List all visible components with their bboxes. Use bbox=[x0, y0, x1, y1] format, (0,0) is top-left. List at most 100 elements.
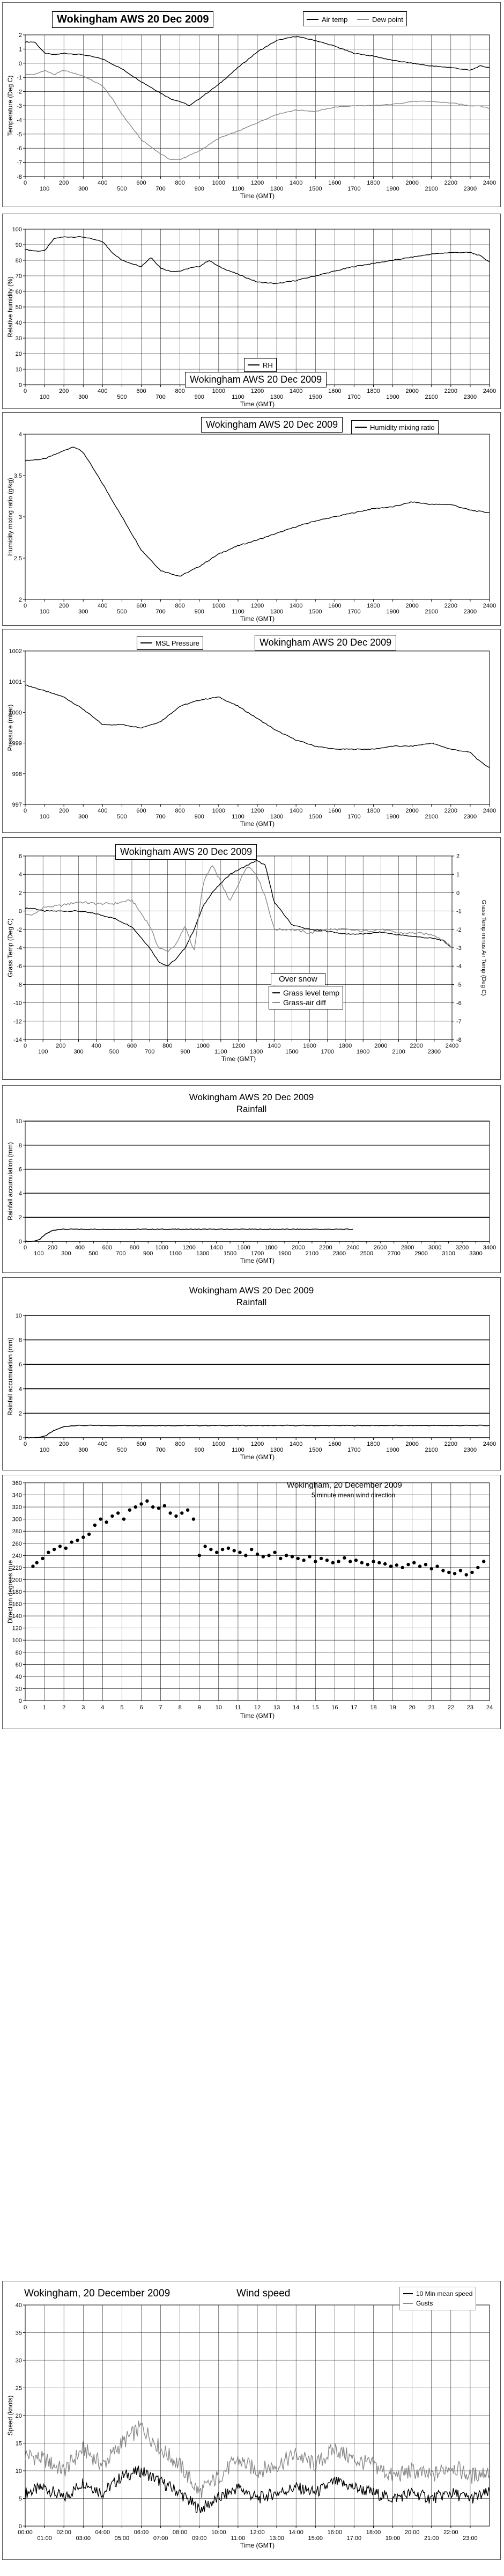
y-right-axis-label: Grass Temp minus Air Temp (Deg C) bbox=[480, 900, 487, 996]
data-point bbox=[110, 1514, 114, 1518]
x-tick-label: 800 bbox=[175, 808, 184, 814]
x-tick-label: 6 bbox=[139, 1704, 143, 1711]
x-tick-label: 2300 bbox=[464, 186, 477, 192]
x-tick-label: 600 bbox=[102, 1245, 112, 1251]
x-axis-label: Time (GMT) bbox=[240, 1453, 275, 1461]
x-tick-label: 1800 bbox=[264, 1245, 277, 1251]
data-point bbox=[279, 1556, 283, 1561]
legend-swatch-mean-speed bbox=[403, 2293, 413, 2294]
rainfall-chart-panel-1: 10 8 6 4 2 0 0 200 400 600 800 1000 1200 1400 1600 1800… bbox=[2, 1085, 501, 1273]
legend-label-mean-speed: 10 Min mean speed bbox=[416, 2290, 473, 2297]
y-right-tick-label: -3 bbox=[456, 945, 462, 952]
y-tick-label: 40 bbox=[16, 1674, 22, 1680]
y-tick-label: 320 bbox=[12, 1504, 22, 1511]
data-point bbox=[220, 1547, 225, 1552]
x-tick-label: 1900 bbox=[386, 1447, 399, 1453]
x-tick-label: 2200 bbox=[444, 603, 457, 609]
x-tick-label: 100 bbox=[40, 186, 49, 192]
y-right-tick-label: -4 bbox=[456, 963, 462, 970]
x-tick-label: 1000 bbox=[212, 1441, 225, 1447]
x-tick-label: 700 bbox=[155, 1447, 165, 1453]
x-tick-label: 1400 bbox=[290, 1441, 302, 1447]
y-right-tick-label: -5 bbox=[456, 982, 462, 988]
data-point bbox=[41, 1556, 45, 1561]
x-tick-label: 400 bbox=[98, 180, 107, 186]
y-tick-label: 1001 bbox=[9, 679, 22, 685]
x-tick-label: 800 bbox=[175, 180, 184, 186]
data-point bbox=[249, 1547, 254, 1552]
data-point bbox=[453, 1571, 457, 1576]
data-point bbox=[52, 1547, 56, 1552]
x-tick-label: 13:00 bbox=[269, 2535, 284, 2542]
x-tick-label: 1900 bbox=[386, 814, 399, 820]
data-point bbox=[360, 1561, 364, 1565]
x-tick-label: 600 bbox=[136, 603, 146, 609]
y-tick-label: 20 bbox=[16, 1686, 22, 1692]
x-tick-label: 900 bbox=[195, 394, 204, 400]
x-tick-label: 1600 bbox=[328, 1441, 341, 1447]
data-point bbox=[197, 1554, 201, 1557]
x-tick-label: 2200 bbox=[444, 388, 457, 394]
x-tick-label: 02:00 bbox=[56, 2529, 71, 2536]
legend-swatch-dew-point bbox=[357, 19, 369, 20]
y-tick-label: 20 bbox=[16, 351, 22, 357]
x-tick-label: 17 bbox=[351, 1704, 357, 1711]
y-tick-label: 2 bbox=[19, 1214, 22, 1221]
series-line bbox=[25, 860, 453, 967]
x-tick-label: 200 bbox=[56, 1043, 65, 1049]
data-point bbox=[302, 1558, 306, 1562]
x-tick-label: 1100 bbox=[232, 814, 244, 820]
x-tick-label: 600 bbox=[127, 1043, 137, 1049]
series-line bbox=[25, 70, 490, 160]
y-tick-label: 300 bbox=[12, 1517, 22, 1523]
x-tick-label: 700 bbox=[155, 186, 165, 192]
y-tick-label: 2 bbox=[19, 32, 22, 39]
y-axis-label: Pressure (mbar) bbox=[6, 705, 14, 751]
x-tick-label: 1300 bbox=[270, 394, 283, 400]
x-tick-label: 1200 bbox=[182, 1245, 195, 1251]
y-tick-label: 4 bbox=[19, 1190, 22, 1197]
series-line bbox=[25, 1228, 353, 1242]
x-tick-label: 19:00 bbox=[386, 2535, 401, 2542]
y-tick-label: 6 bbox=[19, 1167, 22, 1173]
y-tick-label: 40 bbox=[16, 320, 22, 326]
x-tick-label: 1000 bbox=[212, 808, 225, 814]
data-point bbox=[435, 1564, 439, 1568]
wind-direction-chart-panel: 360 340 320 300 280 260 240 220 200 180 160 140 120 1… bbox=[2, 1475, 501, 1729]
x-tick-label: 200 bbox=[48, 1245, 57, 1251]
x-tick-label: 21:00 bbox=[424, 2535, 439, 2542]
x-tick-label: 8 bbox=[179, 1704, 182, 1711]
legend-swatch-gusts bbox=[403, 2303, 413, 2304]
x-tick-label: 2400 bbox=[346, 1245, 359, 1251]
x-tick-label: 1800 bbox=[339, 1043, 352, 1049]
data-point bbox=[343, 1556, 346, 1560]
x-tick-label: 24 bbox=[486, 1704, 493, 1711]
plot-area bbox=[25, 650, 490, 805]
x-tick-label: 200 bbox=[59, 180, 69, 186]
data-point bbox=[226, 1546, 231, 1550]
x-tick-label: 2000 bbox=[374, 1043, 387, 1049]
legend-label-rh: RH bbox=[263, 361, 273, 369]
y-tick-label: -2 bbox=[17, 927, 22, 933]
x-tick-label: 2300 bbox=[464, 609, 477, 615]
x-tick-label: 1700 bbox=[347, 814, 360, 820]
x-tick-label: 200 bbox=[59, 1441, 69, 1447]
y-axis-label: Temperature (Deg C) bbox=[6, 76, 14, 136]
y-right-tick-label: 2 bbox=[456, 853, 459, 860]
x-tick-label: 05:00 bbox=[115, 2535, 130, 2542]
y-tick-label: 280 bbox=[12, 1528, 22, 1535]
x-tick-label: 1900 bbox=[357, 1049, 369, 1055]
y-tick-label: -7 bbox=[17, 160, 22, 166]
data-point bbox=[87, 1532, 91, 1536]
x-tick-label: 300 bbox=[78, 186, 88, 192]
data-point bbox=[383, 1562, 387, 1566]
x-tick-label: 1200 bbox=[251, 1441, 264, 1447]
y-right-tick-label: -2 bbox=[456, 927, 462, 933]
x-tick-label: 500 bbox=[109, 1049, 119, 1055]
chart-subtitle: Rainfall bbox=[236, 1297, 267, 1307]
x-tick-label: 5 bbox=[120, 1704, 123, 1711]
x-tick-label: 21 bbox=[428, 1704, 435, 1711]
y-right-tick-label: -7 bbox=[456, 1019, 462, 1025]
y-tick-label: 4 bbox=[19, 1386, 22, 1393]
